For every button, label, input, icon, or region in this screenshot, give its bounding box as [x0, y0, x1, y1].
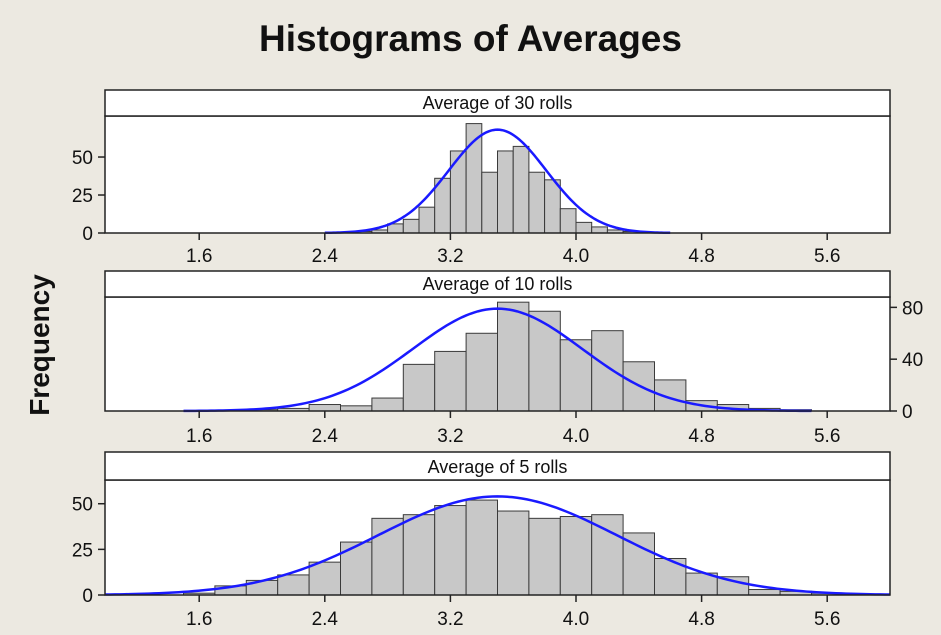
x-tick-label: 1.6: [186, 426, 212, 447]
y-tick-label: 25: [72, 186, 93, 207]
histogram-bar: [591, 226, 608, 234]
histogram-bar: [481, 171, 498, 234]
histogram-bar: [591, 330, 624, 412]
histogram-bar: [402, 218, 420, 234]
x-tick-label: 4.0: [563, 246, 589, 267]
histogram-bar: [402, 363, 436, 412]
y-tick-label: 50: [72, 148, 93, 169]
x-tick-label: 2.4: [312, 426, 339, 447]
histogram-bar: [371, 397, 404, 412]
histogram-bar: [340, 405, 373, 412]
histogram-bar: [544, 179, 561, 234]
histogram-bar: [465, 499, 499, 596]
panel-strip-label: Average of 10 rolls: [423, 274, 573, 294]
histogram-bar: [497, 301, 530, 412]
panel-strip: [104, 89, 891, 117]
histogram-bar: [559, 208, 577, 234]
x-tick-label: 3.2: [437, 609, 463, 630]
y-tick-label: 0: [902, 402, 913, 423]
y-tick-label: 0: [82, 224, 93, 245]
panel-strip: [104, 451, 891, 481]
histogram-bar: [528, 171, 546, 234]
normal-fit-curve: [104, 495, 891, 596]
normal-fit-curve: [183, 307, 812, 413]
x-tick-label: 4.8: [688, 609, 714, 630]
histogram-bar: [591, 514, 624, 596]
x-tick-label: 1.6: [186, 246, 212, 267]
histogram-bar: [497, 510, 530, 596]
x-tick-label: 4.8: [688, 246, 714, 267]
panel-1: Average of 30 rolls 1.6 2.4 3.2 4.0 4.8 5.6 0 25…: [72, 89, 891, 267]
histogram-bar: [434, 350, 467, 412]
x-tick-label: 4.0: [563, 426, 589, 447]
histogram-bar: [308, 561, 342, 596]
x-tick-label: 4.8: [688, 426, 714, 447]
x-tick-label: 3.2: [437, 246, 463, 267]
y-tick-label: 80: [902, 298, 923, 319]
histogram-bar: [748, 589, 781, 596]
histogram-bar: [308, 404, 342, 412]
panel-3: Average of 5 rolls 1.6 2.4 3.2 4.0 4.8 5.6 0 25 5…: [72, 451, 891, 630]
panel-strip: [104, 270, 891, 298]
histogram-bar: [465, 332, 499, 412]
x-tick-label: 5.6: [814, 426, 840, 447]
x-tick-label: 5.6: [814, 246, 840, 267]
x-tick-label: 1.6: [186, 609, 212, 630]
histogram-bar: [559, 339, 593, 412]
y-tick-label: 50: [72, 495, 93, 516]
chart-title: Histograms of Averages: [259, 18, 682, 59]
x-tick-label: 4.0: [563, 609, 589, 630]
histogram-bar: [622, 532, 655, 596]
histogram-bar: [528, 517, 561, 596]
histogram-bar: [528, 310, 561, 412]
histogram-bar: [434, 505, 467, 596]
x-tick-label: 5.6: [814, 609, 840, 630]
panel-2: Average of 10 rolls 1.6 2.4 3.2 4.0 4.8 5.6 0 40…: [104, 270, 923, 447]
histogram-bar: [402, 514, 436, 596]
histogram-bar: [575, 221, 593, 234]
x-tick-label: 2.4: [312, 609, 339, 630]
y-tick-label: 25: [72, 540, 93, 561]
histogram-bar: [497, 150, 514, 234]
histogram-bar: [418, 206, 436, 234]
x-tick-label: 2.4: [312, 246, 339, 267]
histogram-bar: [559, 516, 593, 596]
y-tick-label: 0: [82, 586, 93, 607]
normal-fit-curve: [324, 128, 671, 235]
panel-strip-label: Average of 5 rolls: [428, 457, 568, 477]
histogram-bar: [449, 150, 467, 234]
histogram-bar: [277, 574, 310, 596]
y-tick-label: 40: [902, 350, 923, 371]
panel-strip-label: Average of 30 rolls: [423, 93, 573, 113]
x-tick-label: 3.2: [437, 426, 463, 447]
histogram-bar: [512, 145, 530, 234]
